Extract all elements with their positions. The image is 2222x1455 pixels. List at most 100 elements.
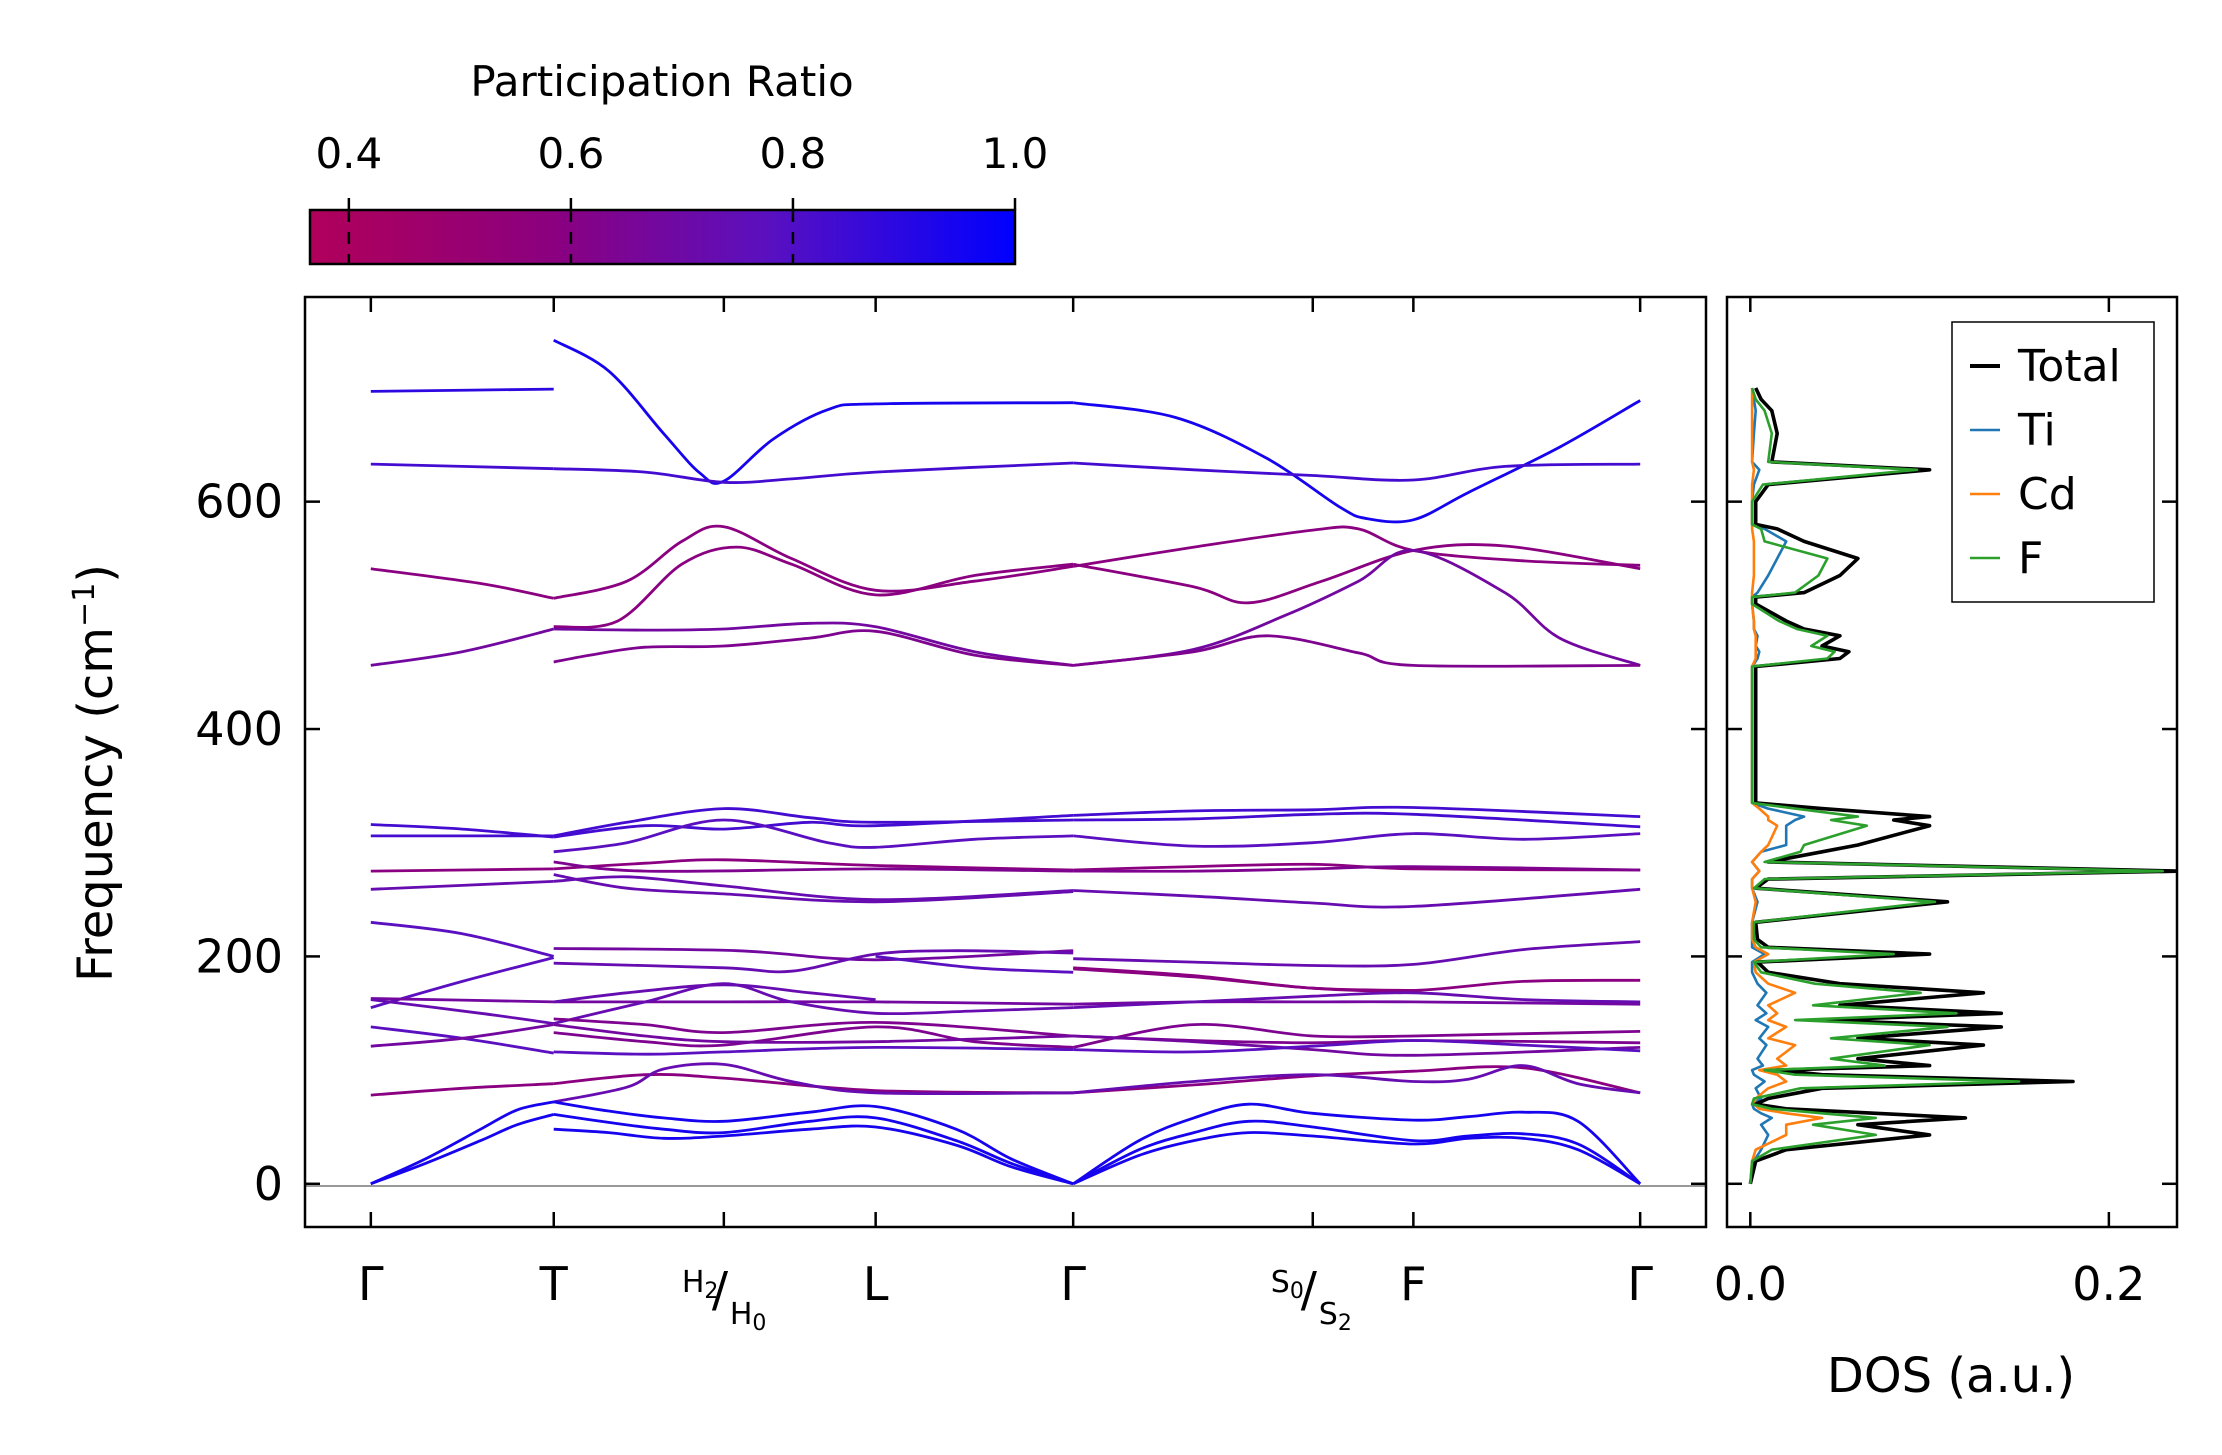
dos-curve-f xyxy=(1749,387,2164,1184)
phonon-band xyxy=(553,873,1074,904)
y-tick-label: 400 xyxy=(195,702,283,756)
dos-x-tick-label: 0.2 xyxy=(2072,1257,2145,1311)
colorbar-tick-label: 0.8 xyxy=(760,129,827,178)
phonon-band xyxy=(1073,549,1641,667)
k-path-ticks: Γ T H2/H0L Γ S0/S2F Γ xyxy=(358,297,1653,1336)
phonon-band xyxy=(370,462,554,471)
phonon-band xyxy=(553,1113,1074,1186)
phonon-band xyxy=(553,983,876,1004)
phonon-band xyxy=(370,1113,555,1186)
phonon-band xyxy=(1072,525,1641,568)
phonon-band xyxy=(553,629,1074,667)
phonon-band xyxy=(553,949,1074,974)
k-tick-label: Γ xyxy=(1627,1257,1653,1311)
k-tick-label: L xyxy=(863,1257,889,1311)
colorbar-tick-label: 1.0 xyxy=(982,129,1049,178)
phonon-band xyxy=(370,998,554,1025)
phonon-band xyxy=(553,461,1074,484)
phonon-band xyxy=(1072,1102,1642,1185)
phonon-band xyxy=(370,1025,554,1055)
y-axis-title-main: Frequency (cm xyxy=(68,627,124,982)
dos-x-ticks: 0.0 0.2 xyxy=(1714,297,2145,1311)
phonon-band xyxy=(1073,1065,1641,1095)
phonon-band xyxy=(1073,940,1641,968)
y-tick-label: 600 xyxy=(195,475,283,529)
phonon-band xyxy=(1073,811,1641,829)
phonon-band xyxy=(370,1082,554,1097)
phonon-band xyxy=(370,1023,554,1048)
dos-curve-cd xyxy=(1749,388,1824,1184)
colorbar-title: Participation Ratio xyxy=(470,57,853,106)
phonon-band xyxy=(553,1023,1074,1044)
phonon-band xyxy=(553,1045,1074,1056)
k-tick-label: F xyxy=(1400,1257,1426,1311)
phonon-band xyxy=(370,387,554,393)
phonon-band xyxy=(1073,862,1641,872)
colorbar-ticks xyxy=(347,198,1017,264)
phonon-band xyxy=(1073,805,1641,818)
dos-y-ticks xyxy=(1691,500,2177,1186)
legend-label: F xyxy=(2018,533,2043,584)
phonon-band xyxy=(1072,399,1641,524)
k-tick-label: H2/H0 xyxy=(682,1262,767,1336)
phonon-band xyxy=(370,997,554,1004)
y-axis-title-sup: −1 xyxy=(67,583,102,627)
phonon-band xyxy=(1073,634,1641,668)
phonon-band xyxy=(370,920,555,958)
phonon-band xyxy=(1073,966,1641,993)
k-label-slash: / xyxy=(712,1262,729,1318)
colorbar-gradient xyxy=(308,208,1017,266)
phonon-band xyxy=(1072,1131,1641,1186)
phonon-band xyxy=(553,1124,1074,1186)
dispersion-frame xyxy=(303,295,1708,1229)
y-axis-title: Frequency (cm−1) xyxy=(67,564,124,982)
legend-label: Cd xyxy=(2018,469,2077,520)
phonon-band xyxy=(553,860,1074,873)
phonon-band xyxy=(553,545,1074,629)
phonon-band xyxy=(1073,887,1641,909)
k-tick-label: S0/S2 xyxy=(1271,1262,1352,1336)
phonon-band xyxy=(553,1073,1074,1095)
legend-items: Total Ti Cd F xyxy=(1970,341,2121,584)
phonon-band xyxy=(1072,543,1641,605)
dos-x-tick-label: 0.0 xyxy=(1714,1257,1787,1311)
phonon-band xyxy=(1073,832,1641,848)
phonon-band xyxy=(1073,865,1641,873)
y-tick-label: 200 xyxy=(195,929,283,983)
y-tick-label: 0 xyxy=(254,1157,283,1211)
phonon-band xyxy=(1073,967,1414,992)
phonon-band xyxy=(553,858,1074,872)
colorbar-tick-label: 0.6 xyxy=(538,129,605,178)
y-axis-title-close: ) xyxy=(68,564,124,583)
phonon-band xyxy=(1073,1039,1641,1054)
colorbar: Participation Ratio 0.4 0.6 0.8 1.0 xyxy=(308,57,1048,266)
phonon-band xyxy=(370,867,554,873)
k-label-numerator: S0 xyxy=(1271,1265,1304,1304)
legend-label: Total xyxy=(2017,341,2121,392)
phonon-band xyxy=(875,955,1074,974)
legend: Total Ti Cd F xyxy=(1951,321,2155,603)
phonon-bands xyxy=(370,338,1642,1186)
legend-label: Ti xyxy=(2017,405,2056,456)
phonon-band xyxy=(370,567,554,600)
dos-frame xyxy=(1725,295,2179,1229)
phonon-band xyxy=(1073,461,1641,482)
phonon-band xyxy=(553,807,1074,838)
y-ticks: 0 200 400 600 xyxy=(195,475,320,1211)
k-tick-label: Γ xyxy=(1060,1257,1086,1311)
k-tick-label: Γ xyxy=(358,1257,384,1311)
legend-box xyxy=(1951,321,2155,603)
phonon-band xyxy=(553,947,1074,962)
k-label-denominator: H0 xyxy=(730,1297,767,1336)
dos-curve-ti xyxy=(1749,387,1806,1185)
dos-curves xyxy=(1748,387,2177,1185)
dos-curve-total xyxy=(1748,387,2177,1185)
phonon-band xyxy=(1072,1022,1641,1049)
colorbar-tick-labels: 0.4 0.6 0.8 1.0 xyxy=(315,129,1048,178)
phonon-band xyxy=(1073,1034,1641,1057)
phonon-band xyxy=(553,338,1074,485)
phonon-band xyxy=(553,1100,1074,1186)
k-tick-label: T xyxy=(539,1257,569,1311)
k-label-denominator: S2 xyxy=(1319,1297,1352,1336)
